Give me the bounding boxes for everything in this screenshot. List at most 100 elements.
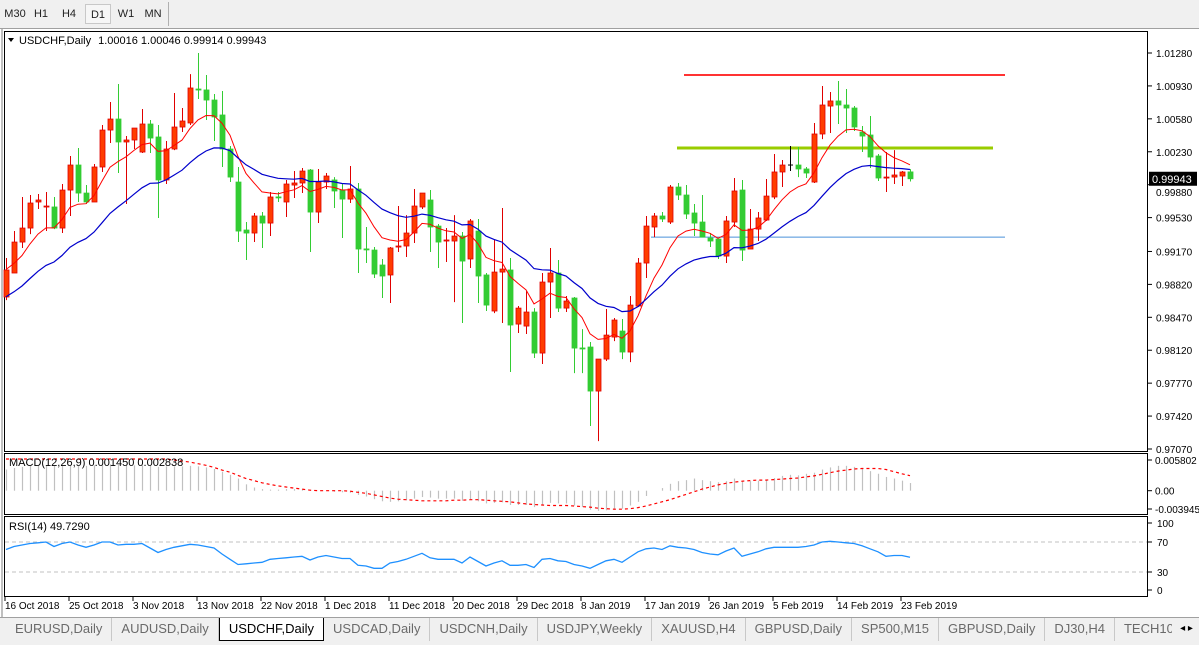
- macd-signal-line: [6, 458, 911, 510]
- candle: [419, 192, 426, 210]
- tab-eurusd-daily[interactable]: EURUSD,Daily: [6, 618, 113, 641]
- timeframe-h1-button[interactable]: H1: [33, 8, 49, 20]
- candle: [179, 108, 186, 133]
- collapse-triangle-icon[interactable]: [8, 38, 14, 42]
- timeframe-h4-button[interactable]: H4: [61, 8, 77, 20]
- candle-body: [651, 215, 658, 228]
- candle-body: [883, 176, 890, 179]
- scroll-left-icon[interactable]: ◂: [1180, 623, 1186, 634]
- tab-sp500-m15[interactable]: SP500,M15: [852, 618, 939, 641]
- candle-body: [19, 227, 26, 243]
- rsi-levels: [5, 541, 1147, 573]
- candle: [27, 195, 34, 235]
- candle: [459, 231, 466, 324]
- candle-body: [291, 182, 298, 186]
- candle-body: [827, 100, 834, 107]
- candle: [723, 216, 730, 264]
- tab-audusd-daily[interactable]: AUDUSD,Daily: [112, 618, 219, 641]
- macd-tick-label: -0.003945: [1155, 505, 1199, 516]
- candle-body: [155, 136, 162, 181]
- candle: [379, 258, 386, 299]
- date-tick-label: 23 Feb 2019: [901, 601, 958, 612]
- candle-body: [643, 225, 650, 264]
- candle: [587, 342, 594, 427]
- scroll-right-icon[interactable]: ▸: [1187, 623, 1193, 634]
- candle-body: [259, 215, 266, 224]
- rsi-tick-label: 100: [1157, 519, 1174, 530]
- candle: [187, 74, 194, 126]
- candle-body: [211, 99, 218, 118]
- candle: [43, 192, 50, 232]
- tab-dj30-h4[interactable]: DJ30,H4: [1045, 618, 1115, 641]
- candle: [547, 247, 554, 319]
- price-tick-label: 0.99530: [1156, 214, 1193, 225]
- candle: [443, 228, 450, 263]
- timeframe-mn-button[interactable]: MN: [144, 8, 162, 20]
- candle: [579, 329, 586, 374]
- candle-body: [747, 228, 754, 250]
- date-tick-label: 3 Nov 2018: [133, 601, 185, 612]
- macd-panel[interactable]: [4, 453, 1148, 515]
- candle: [531, 308, 538, 359]
- price-tick-label: 1.00580: [1156, 115, 1193, 126]
- candle-body: [851, 107, 858, 128]
- price-axis: 1.01280 1.00930 1.00580 1.00230 0.99880 0.995…: [1148, 49, 1193, 456]
- candle: [539, 273, 546, 365]
- candle-body: [315, 181, 322, 213]
- rsi-panel[interactable]: [4, 516, 1148, 597]
- candle-body: [3, 269, 10, 298]
- tab-usdcnh-daily[interactable]: USDCNH,Daily: [430, 618, 538, 641]
- candle-body: [859, 131, 866, 137]
- candle-body: [523, 311, 530, 327]
- candle-body: [531, 311, 538, 354]
- candle: [35, 193, 42, 210]
- candle-body: [483, 274, 490, 306]
- main-price-panel[interactable]: [4, 31, 1148, 452]
- date-tick-label: 5 Feb 2019: [773, 601, 824, 612]
- candle-body: [443, 239, 450, 242]
- candle-body: [371, 249, 378, 275]
- candle-body: [619, 330, 626, 353]
- candle-body: [171, 126, 178, 150]
- candle: [427, 190, 434, 253]
- candle: [11, 231, 18, 274]
- chart-window[interactable]: 1.01280 1.00930 1.00580 1.00230 0.99880 0.995…: [0, 29, 1199, 617]
- candle: [107, 102, 114, 144]
- timeframe-w1-button[interactable]: W1: [117, 8, 135, 20]
- candle-body: [635, 262, 642, 307]
- candle-body: [27, 202, 34, 229]
- candle: [387, 247, 394, 304]
- candle-body: [147, 123, 154, 139]
- tab-usdchf-daily[interactable]: USDCHF,Daily: [218, 618, 325, 641]
- date-tick-label: 22 Nov 2018: [261, 601, 318, 612]
- tab-usdjpy-weekly[interactable]: USDJPY,Weekly: [538, 618, 653, 641]
- candle-body: [395, 245, 402, 248]
- tab-xauusd-h4[interactable]: XAUUSD,H4: [652, 618, 746, 641]
- date-tick-label: 1 Dec 2018: [325, 601, 377, 612]
- candle: [467, 219, 474, 269]
- candle: [659, 212, 666, 223]
- price-tick-label: 0.97420: [1156, 412, 1193, 423]
- candle: [491, 239, 498, 314]
- candle-body: [227, 148, 234, 178]
- tab-usdcad-daily[interactable]: USDCAD,Daily: [324, 618, 431, 641]
- candle: [59, 184, 66, 234]
- candle: [139, 108, 146, 153]
- timeframe-m30-button[interactable]: M30: [4, 8, 26, 20]
- candle: [683, 185, 690, 220]
- candle: [691, 204, 698, 237]
- candle: [475, 219, 482, 304]
- timeframe-d1-button[interactable]: D1: [85, 4, 111, 24]
- candle: [699, 195, 706, 238]
- candle: [147, 119, 154, 153]
- candle-body: [659, 215, 666, 220]
- candle: [779, 160, 786, 188]
- tab-gbpusd-daily-2[interactable]: GBPUSD,Daily: [939, 618, 1046, 641]
- candle: [123, 136, 130, 205]
- tab-gbpusd-daily[interactable]: GBPUSD,Daily: [746, 618, 853, 641]
- candle-body: [891, 174, 898, 178]
- candle: [115, 84, 122, 174]
- candle: [907, 169, 914, 182]
- tab-tech100-h[interactable]: TECH100,H: [1115, 618, 1172, 641]
- candle-body: [107, 118, 114, 131]
